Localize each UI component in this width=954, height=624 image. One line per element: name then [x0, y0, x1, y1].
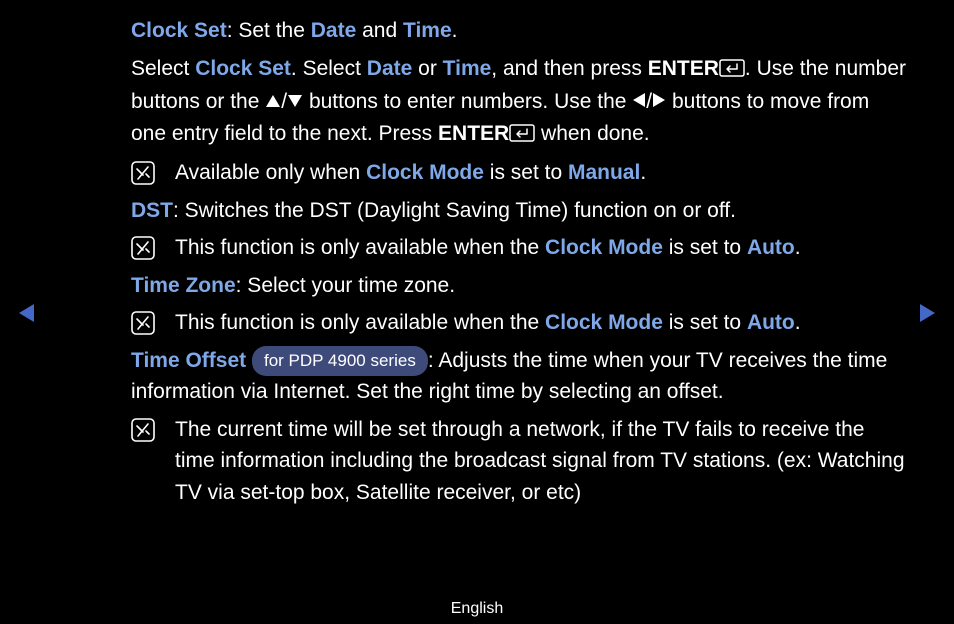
note-icon	[131, 161, 155, 185]
note-dst-auto: This function is only available when the…	[131, 232, 906, 264]
note-icon	[131, 418, 155, 442]
page-language-footer: English	[0, 600, 954, 618]
dst-section: DST: Switches the DST (Daylight Saving T…	[131, 195, 906, 227]
note-icon	[131, 236, 155, 260]
prev-page-button[interactable]	[16, 302, 36, 329]
down-arrow-icon	[287, 86, 303, 118]
clock-set-heading: Clock Set: Set the Date and Time.	[131, 15, 906, 47]
right-arrow-icon	[652, 86, 666, 118]
left-arrow-icon	[632, 86, 646, 118]
dst-term: DST	[131, 199, 173, 222]
clock-set-instructions: Select Clock Set. Select Date or Time, a…	[131, 53, 906, 152]
manual-page-content: Clock Set: Set the Date and Time. Select…	[131, 15, 906, 514]
note-manual: Available only when Clock Mode is set to…	[131, 157, 906, 189]
clock-set-term: Clock Set	[131, 19, 227, 42]
enter-label: ENTER	[648, 57, 719, 80]
note-icon	[131, 311, 155, 335]
enter-icon	[509, 120, 535, 152]
timezone-term: Time Zone	[131, 274, 236, 297]
enter-icon	[719, 55, 745, 87]
up-arrow-icon	[265, 86, 281, 118]
pdp-4900-pill: for PDP 4900 series	[252, 346, 428, 377]
timezone-section: Time Zone: Select your time zone.	[131, 270, 906, 302]
date-term: Date	[311, 19, 357, 42]
note-tz-auto: This function is only available when the…	[131, 307, 906, 339]
note-network: The current time will be set through a n…	[131, 414, 906, 509]
time-offset-section: Time Offset for PDP 4900 series: Adjusts…	[131, 345, 906, 408]
time-offset-term: Time Offset	[131, 349, 246, 372]
next-page-button[interactable]	[918, 302, 938, 329]
time-term: Time	[403, 19, 452, 42]
